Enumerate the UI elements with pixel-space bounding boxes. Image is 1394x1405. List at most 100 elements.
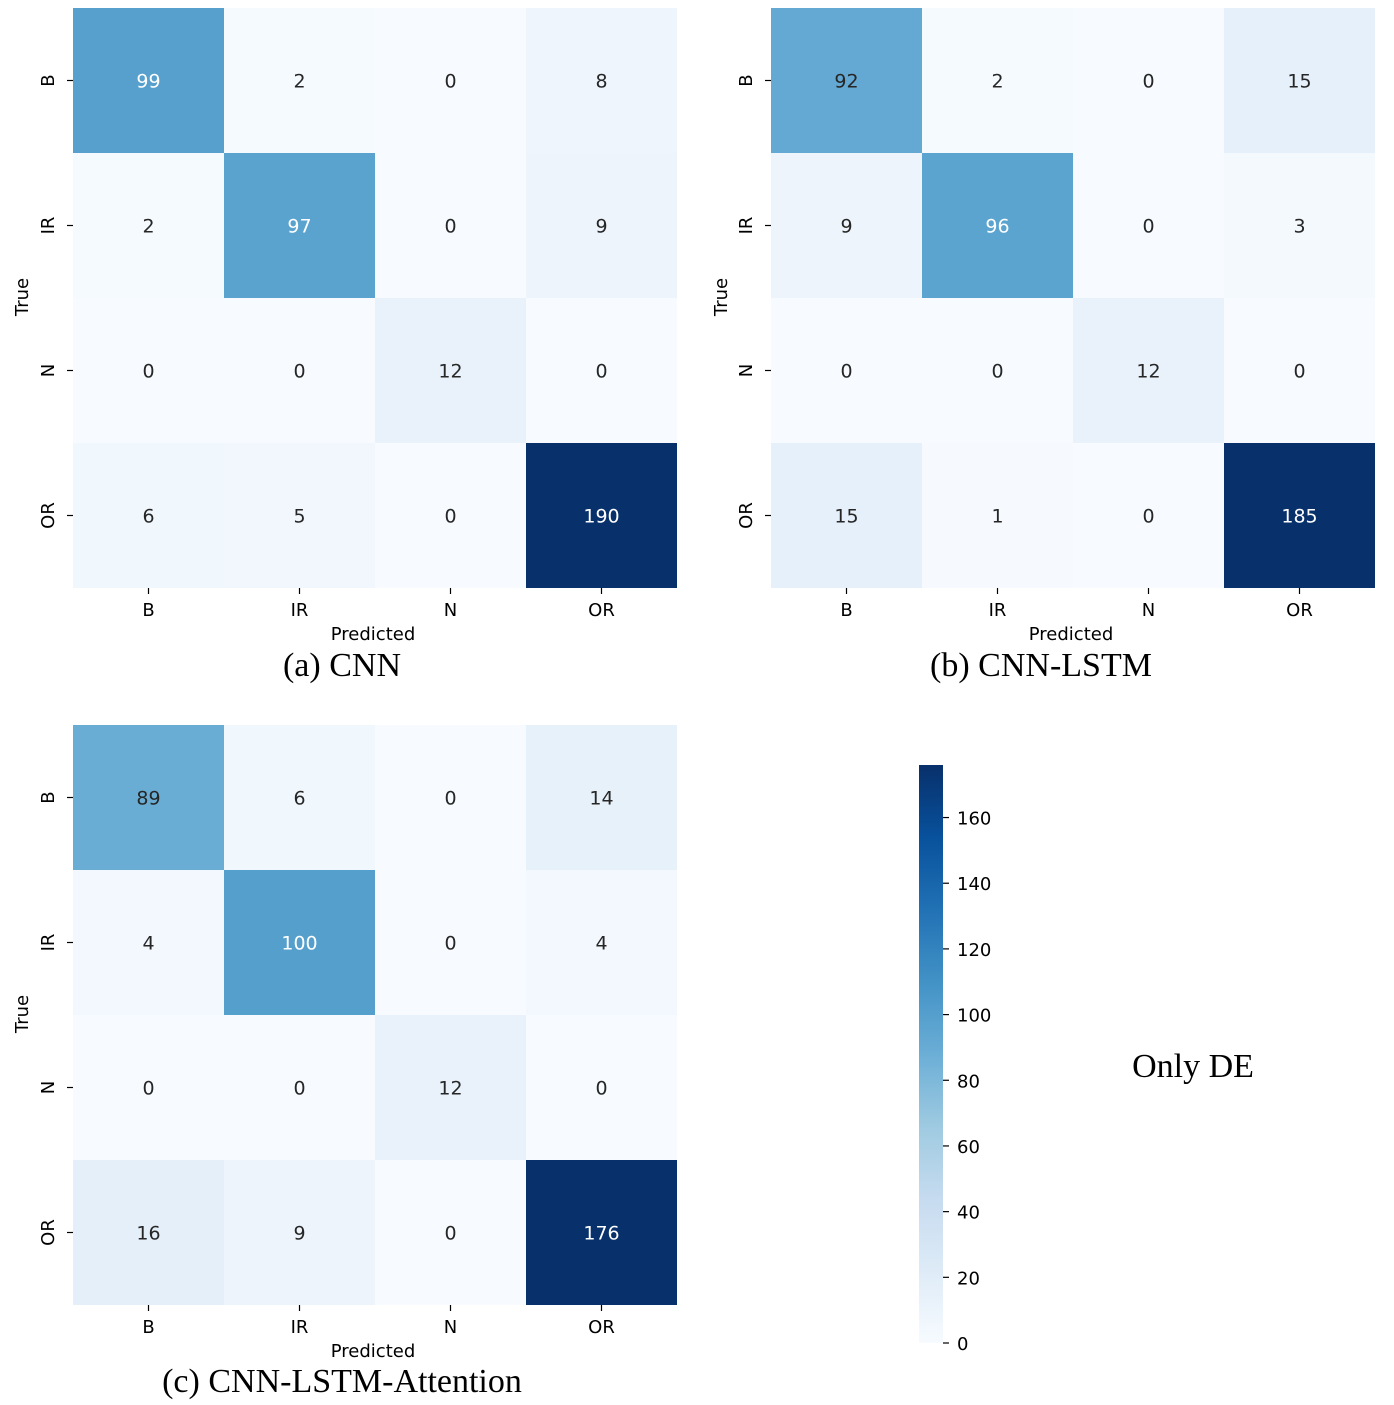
colorbar-tick-label: 140 <box>957 874 991 895</box>
cell-value-label: 9 <box>595 216 607 238</box>
x-axis-label: Predicted <box>1029 624 1114 645</box>
heatmap-cell <box>771 153 922 298</box>
x-tick-label: B <box>142 1317 154 1338</box>
cell-value-label: 0 <box>991 361 1003 383</box>
cell-value-label: 14 <box>589 788 613 810</box>
cell-value-label: 185 <box>1281 506 1317 528</box>
colorbar-tick-label: 20 <box>957 1268 980 1289</box>
heatmap-cell <box>224 153 375 298</box>
heatmap-cell <box>375 725 526 870</box>
y-tick-label: N <box>38 1081 59 1094</box>
heatmap-cell <box>73 443 224 588</box>
heatmap-cell <box>526 725 677 870</box>
x-axis-label: Predicted <box>331 624 416 645</box>
cell-value-label: 0 <box>444 788 456 810</box>
heatmap-cnn-lstm-attention: 89 6 0 14 4 100 0 4 0 0 12 0 16 9 0 176 B IR N OR B IR N OR (c)… <box>12 725 677 1400</box>
cell-value-label: 4 <box>595 933 607 955</box>
heatmap-cell <box>375 443 526 588</box>
cell-value-label: 12 <box>438 361 462 383</box>
cell-value-label: 0 <box>293 361 305 383</box>
heatmap-cell <box>224 1160 375 1305</box>
colorbar-tick-label: 100 <box>957 1006 991 1027</box>
heatmap-cell <box>526 153 677 298</box>
cell-value-label: 15 <box>1287 71 1311 93</box>
heatmap-cell <box>526 443 677 588</box>
cell-value-label: 2 <box>293 71 305 93</box>
cell-value-label: 0 <box>444 1223 456 1245</box>
colorbar-gradient <box>919 765 943 1343</box>
cell-value-label: 100 <box>281 933 317 955</box>
heatmap-cell <box>224 298 375 443</box>
cell-value-label: 0 <box>595 361 607 383</box>
y-axis-label: True <box>12 995 33 1034</box>
colorbar-tick-label: 160 <box>957 809 991 830</box>
heatmap-cell <box>73 870 224 1015</box>
cell-value-label: 0 <box>142 361 154 383</box>
cell-value-label: 6 <box>142 506 154 528</box>
heatmap-cell <box>526 1160 677 1305</box>
heatmap-cell <box>1073 443 1224 588</box>
heatmap-cell <box>73 1160 224 1305</box>
cell-value-label: 97 <box>287 216 311 238</box>
heatmap-cell <box>1224 8 1375 153</box>
cell-value-label: 5 <box>293 506 305 528</box>
cell-value-label: 89 <box>136 788 160 810</box>
cell-value-label: 0 <box>1293 361 1305 383</box>
heatmap-cell <box>526 870 677 1015</box>
cell-value-label: 2 <box>991 71 1003 93</box>
cell-value-label: 1 <box>991 506 1003 528</box>
x-tick-label: OR <box>1286 600 1313 621</box>
colorbar-tick-label: 80 <box>957 1071 980 1092</box>
cell-value-label: 0 <box>444 933 456 955</box>
y-tick-label: N <box>736 364 757 377</box>
heatmap-cell <box>375 870 526 1015</box>
cell-value-label: 99 <box>136 71 160 93</box>
cell-value-label: 190 <box>583 506 619 528</box>
colorbar-tick-label: 60 <box>957 1137 980 1158</box>
cell-value-label: 0 <box>595 1078 607 1100</box>
y-tick-label: IR <box>38 217 59 235</box>
y-tick-label: B <box>38 74 59 86</box>
caption: (a) CNN <box>283 647 401 684</box>
y-axis-label: True <box>12 278 33 317</box>
cell-value-label: 0 <box>840 361 852 383</box>
heatmap-cell <box>771 443 922 588</box>
y-tick-label: B <box>38 791 59 803</box>
heatmap-cell <box>922 443 1073 588</box>
y-tick-label: OR <box>736 502 757 529</box>
x-tick-label: B <box>840 600 852 621</box>
heatmap-cell <box>375 1160 526 1305</box>
x-tick-label: N <box>1142 600 1155 621</box>
caption: (c) CNN-LSTM-Attention <box>162 1363 522 1400</box>
heatmap-cell <box>73 298 224 443</box>
x-tick-label: N <box>444 1317 457 1338</box>
heatmap-cell <box>224 870 375 1015</box>
caption: (b) CNN-LSTM <box>930 647 1152 684</box>
cell-value-label: 15 <box>834 506 858 528</box>
heatmap-cell <box>1073 298 1224 443</box>
heatmap-cell <box>73 725 224 870</box>
heatmap-cell <box>922 298 1073 443</box>
cell-value-label: 8 <box>595 71 607 93</box>
cell-value-label: 0 <box>444 216 456 238</box>
cell-value-label: 12 <box>1136 361 1160 383</box>
heatmap-cell <box>73 8 224 153</box>
heatmap-cell <box>1224 153 1375 298</box>
x-tick-label: N <box>444 600 457 621</box>
heatmap-cell <box>224 1015 375 1160</box>
x-tick-label: IR <box>291 600 309 621</box>
x-tick-label: OR <box>588 600 615 621</box>
heatmap-cell <box>1224 443 1375 588</box>
x-tick-label: IR <box>989 600 1007 621</box>
cell-value-label: 0 <box>1142 506 1154 528</box>
cell-value-label: 92 <box>834 71 858 93</box>
heatmap-cell <box>375 8 526 153</box>
heatmap-cell <box>526 298 677 443</box>
heatmap-cell <box>73 1015 224 1160</box>
y-axis-label: True <box>711 278 732 317</box>
cell-value-label: 0 <box>1142 216 1154 238</box>
cell-value-label: 0 <box>444 506 456 528</box>
x-axis-label: Predicted <box>331 1341 416 1362</box>
cell-value-label: 0 <box>142 1078 154 1100</box>
colorbar: 0 20 40 60 80 100 120 140 160 <box>919 765 991 1355</box>
